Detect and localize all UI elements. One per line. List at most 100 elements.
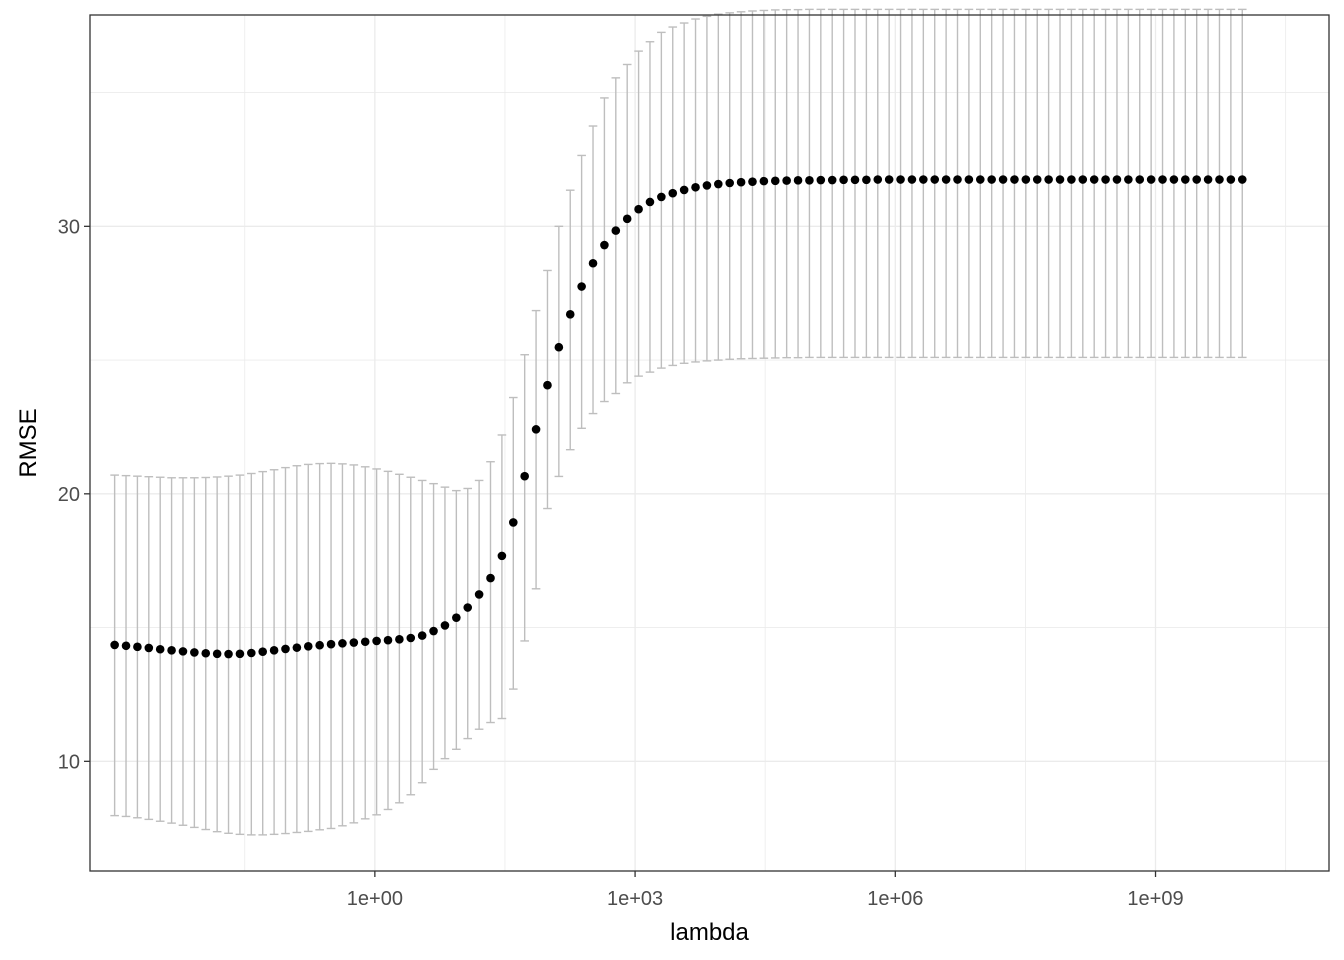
data-point (429, 626, 438, 636)
data-point (508, 518, 518, 527)
x-tick-label: 1e+09 (1127, 888, 1183, 910)
data-point (975, 175, 985, 184)
data-point (1010, 175, 1019, 184)
x-tick-label: 1e+06 (867, 888, 923, 910)
data-point (1181, 175, 1190, 184)
data-point (133, 642, 142, 652)
data-point (497, 551, 507, 561)
data-point (634, 204, 643, 214)
data-point (1203, 175, 1213, 184)
data-point (543, 380, 552, 390)
data-point (554, 342, 564, 352)
data-point (1021, 175, 1031, 184)
data-point (201, 648, 211, 658)
y-axis-title: RMSE (15, 408, 42, 477)
data-point (748, 177, 757, 186)
panel-border (89, 14, 1330, 872)
data-point (360, 637, 370, 647)
error-bar (588, 125, 598, 415)
data-point (155, 644, 165, 654)
error-bar (565, 189, 575, 451)
error-bar (531, 309, 541, 590)
data-point (884, 175, 894, 184)
data-point (919, 175, 928, 184)
error-bar (486, 461, 495, 724)
data-point (668, 188, 678, 198)
data-point (964, 175, 974, 184)
data-point (702, 181, 712, 190)
data-point (144, 643, 154, 653)
data-point (1169, 175, 1179, 184)
error-bar (600, 97, 609, 403)
data-point (1124, 175, 1133, 184)
data-point (691, 182, 700, 192)
data-points (110, 175, 1247, 659)
x-tick-label: 1e+00 (347, 888, 403, 910)
data-point (258, 647, 268, 656)
data-point (930, 175, 940, 184)
data-point (679, 185, 689, 195)
data-point (474, 590, 484, 599)
data-point (167, 646, 176, 655)
data-point (315, 640, 324, 650)
data-point (1032, 175, 1042, 184)
data-point (862, 175, 871, 185)
error-bar (577, 154, 586, 429)
data-point (463, 603, 473, 612)
data-point (714, 179, 723, 189)
data-point (1226, 175, 1236, 184)
data-point (190, 648, 199, 657)
data-point (349, 638, 359, 647)
data-point (816, 175, 826, 185)
error-bar (611, 77, 621, 395)
error-bar (520, 354, 529, 642)
data-point (941, 175, 951, 184)
data-point (452, 613, 461, 622)
error-bar (508, 396, 518, 690)
error-bar (463, 487, 473, 740)
data-point (577, 282, 586, 291)
data-point (1192, 175, 1201, 184)
data-point (611, 226, 621, 235)
data-point (645, 197, 655, 207)
data-point (565, 310, 575, 319)
error-bar (634, 50, 643, 377)
data-point (600, 240, 609, 250)
data-point (1101, 175, 1110, 184)
data-point (292, 643, 302, 652)
data-point (212, 649, 222, 659)
data-point (896, 175, 905, 184)
data-point (782, 176, 791, 185)
data-point (987, 175, 996, 184)
data-point (326, 639, 336, 649)
error-bar (622, 63, 632, 384)
data-point (1146, 175, 1156, 184)
data-point (269, 646, 279, 655)
y-tick-label: 20 (58, 484, 80, 506)
data-point (406, 633, 416, 643)
data-point (736, 177, 746, 187)
x-axis-ticks: 1e+00 1e+03 1e+06 1e+09 (347, 871, 1184, 910)
data-point (395, 635, 404, 644)
data-point (759, 176, 769, 186)
y-axis-ticks: 10 20 30 (58, 216, 90, 773)
data-point (417, 631, 427, 640)
data-point (588, 258, 598, 268)
data-point (303, 642, 313, 651)
data-point (907, 175, 917, 184)
data-point (770, 176, 780, 186)
data-point (873, 175, 883, 184)
data-point (1044, 175, 1053, 184)
error-bar (429, 482, 438, 771)
data-point (372, 636, 381, 646)
data-point (383, 635, 393, 645)
data-point (1135, 175, 1145, 184)
data-point (224, 649, 233, 659)
data-point (793, 176, 803, 185)
data-point (839, 175, 848, 185)
data-point (827, 175, 837, 185)
data-point (998, 175, 1008, 184)
data-point (622, 214, 632, 224)
data-point (805, 176, 814, 185)
